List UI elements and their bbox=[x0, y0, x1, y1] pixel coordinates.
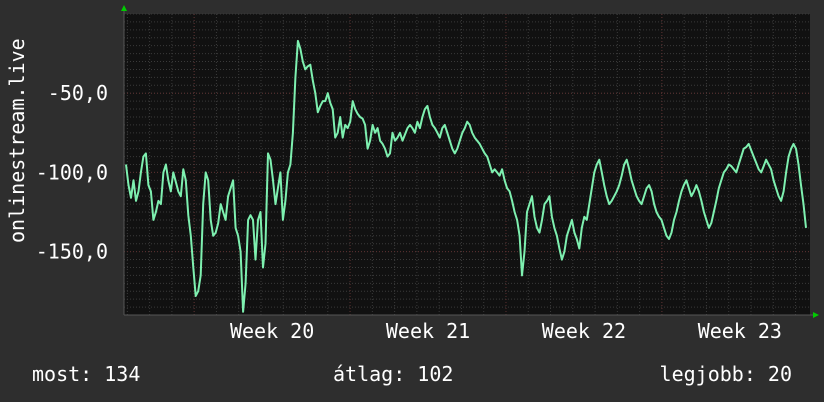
stat-average-value: 102 bbox=[417, 362, 454, 386]
x-tick-label: Week 20 bbox=[230, 319, 314, 343]
stat-best: legjobb: 20 bbox=[660, 362, 792, 386]
y-axis-label: onlinestream.live bbox=[5, 38, 29, 243]
stat-average-label: átlag: bbox=[333, 362, 406, 386]
stat-current-label: most: bbox=[32, 362, 93, 386]
x-tick-label: Week 21 bbox=[386, 319, 470, 343]
stat-average: átlag: 102 bbox=[333, 362, 453, 386]
y-tick-label: -50,0 bbox=[48, 81, 108, 105]
x-tick-label: Week 22 bbox=[542, 319, 626, 343]
stat-best-label: legjobb: bbox=[659, 362, 756, 386]
x-axis-arrow bbox=[813, 312, 819, 318]
stat-current: most: 134 bbox=[32, 362, 140, 386]
y-tick-label: -100,0 bbox=[36, 160, 108, 184]
stat-best-value: 20 bbox=[767, 362, 792, 386]
stat-current-value: 134 bbox=[104, 362, 141, 386]
x-tick-label: Week 23 bbox=[698, 319, 782, 343]
y-tick-label: -150,0 bbox=[36, 240, 108, 264]
y-axis-arrow bbox=[121, 5, 127, 11]
series-line bbox=[125, 39, 807, 313]
